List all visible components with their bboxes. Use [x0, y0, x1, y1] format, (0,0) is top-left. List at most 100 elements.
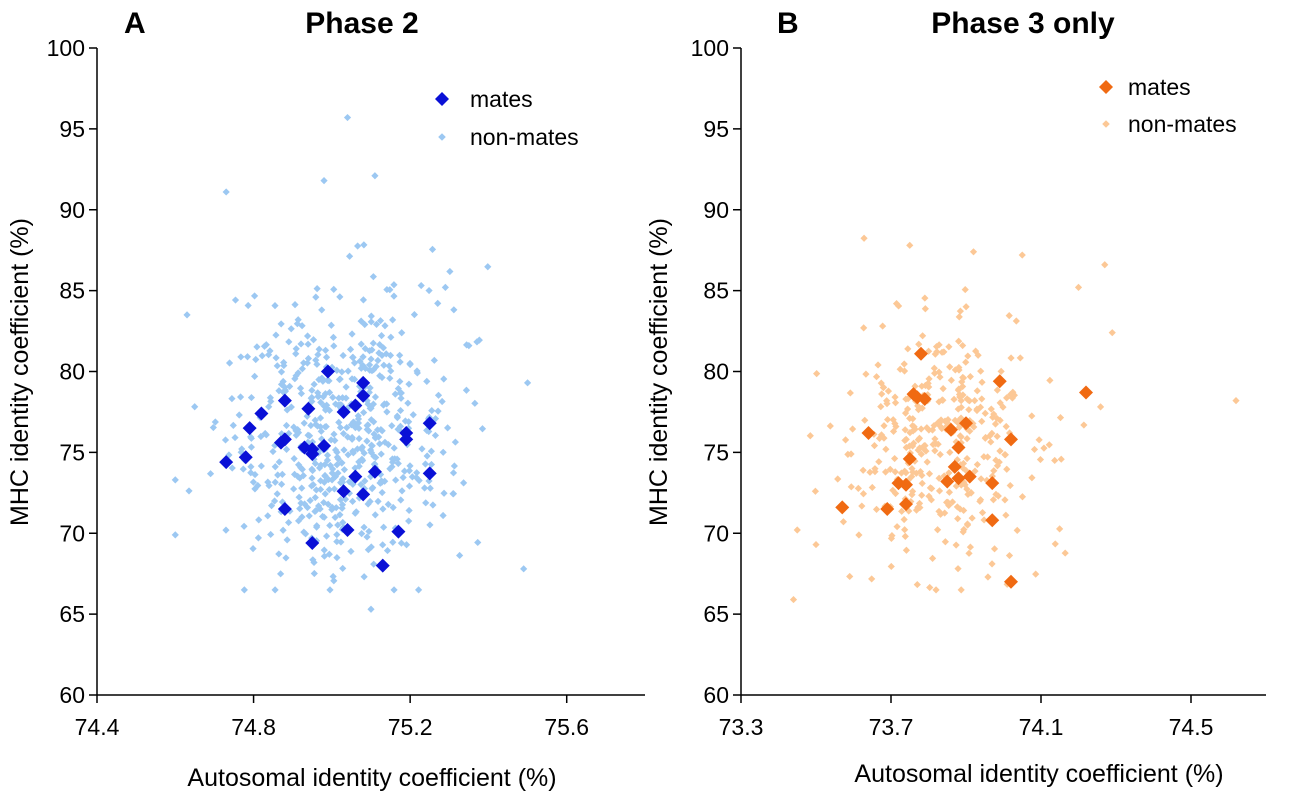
non-mate-point: [364, 421, 372, 429]
non-mate-point: [405, 506, 413, 515]
y-tick-label: 85: [59, 278, 85, 304]
non-mate-point: [901, 467, 909, 475]
non-mate-point: [944, 416, 952, 424]
non-mate-point: [989, 413, 997, 421]
non-mate-point: [952, 541, 960, 549]
non-mate-point: [868, 483, 876, 492]
non-mate-point: [326, 521, 334, 530]
non-mate-point: [887, 562, 895, 571]
non-mate-point: [908, 473, 916, 481]
non-mate-point: [277, 480, 286, 488]
non-mate-point: [327, 436, 335, 444]
non-mate-point: [338, 475, 346, 483]
mate-point: [951, 471, 966, 486]
non-mate-point: [895, 302, 903, 310]
non-mate-point: [314, 350, 322, 359]
non-mate-point: [318, 512, 327, 521]
non-mate-point: [875, 458, 883, 466]
non-mate-point: [375, 349, 383, 357]
non-mate-point: [471, 399, 479, 407]
non-mate-point: [300, 500, 309, 508]
y-tick-label: 95: [703, 116, 729, 142]
non-mate-point: [290, 485, 298, 493]
non-mate-point: [847, 450, 855, 458]
non-mate-point: [339, 564, 347, 573]
non-mate-point: [397, 496, 405, 504]
non-mate-point: [277, 320, 285, 328]
non-mate-point: [993, 432, 1001, 440]
mate-point: [985, 513, 1000, 528]
mate-point: [1004, 432, 1018, 447]
non-mate-point: [1009, 388, 1017, 396]
non-mate-point: [352, 422, 360, 430]
non-mate-point: [465, 342, 473, 350]
non-mate-point: [364, 546, 372, 554]
non-mate-point: [439, 448, 447, 456]
non-mate-point: [376, 317, 385, 325]
non-mate-point: [297, 389, 305, 398]
non-mate-point: [367, 441, 376, 449]
non-mate-point: [1096, 403, 1105, 411]
non-mate-point: [950, 395, 958, 403]
non-mate-point: [914, 402, 922, 410]
non-mate-point: [954, 405, 962, 413]
non-mate-point: [960, 506, 968, 515]
non-mate-point: [249, 545, 257, 553]
non-mate-point: [346, 345, 355, 353]
non-mate-point: [980, 516, 988, 524]
mate-point: [1004, 574, 1018, 589]
non-mate-point: [959, 341, 967, 350]
non-mate-point: [1008, 394, 1017, 402]
non-mate-point: [392, 476, 400, 484]
non-mate-point: [338, 459, 346, 467]
non-mate-point: [273, 490, 281, 498]
non-mate-point: [956, 393, 964, 401]
non-mate-point: [997, 367, 1005, 375]
non-mate-point: [981, 409, 989, 417]
non-mate-point: [1028, 474, 1036, 482]
non-mate-point: [891, 454, 899, 463]
non-mate-point: [932, 342, 941, 351]
non-mate-point: [900, 360, 908, 368]
non-mate-point: [311, 507, 319, 516]
non-mate-point: [298, 465, 306, 473]
non-mate-point: [789, 595, 798, 604]
non-mate-point: [893, 523, 901, 531]
non-mate-point: [889, 486, 897, 494]
non-mate-point: [887, 534, 896, 542]
non-mate-point: [206, 470, 215, 478]
non-mate-point: [294, 517, 303, 525]
mate-point: [277, 501, 292, 516]
non-mate-point: [334, 469, 342, 477]
x-axis-label: Autosomal identity coefficient (%): [854, 760, 1223, 788]
non-mate-point: [918, 479, 926, 487]
non-mate-point: [317, 461, 325, 469]
non-mate-point: [372, 362, 380, 371]
non-mate-point: [209, 423, 217, 432]
non-mate-point: [320, 177, 328, 185]
non-mate-point: [902, 443, 910, 452]
y-axis-label: MHC identity coefficient (%): [645, 218, 673, 526]
non-mate-point: [247, 443, 256, 451]
non-mate-point: [969, 248, 978, 256]
non-mate-point: [235, 411, 243, 419]
mate-point: [356, 375, 371, 390]
non-mate-point: [360, 523, 368, 531]
non-mate-point: [474, 538, 482, 547]
non-mate-point: [376, 440, 384, 448]
y-tick-label: 100: [47, 35, 85, 61]
non-mate-point: [378, 488, 386, 497]
non-mate-point: [995, 458, 1003, 466]
non-mate-point: [367, 318, 375, 326]
mate-point: [899, 497, 913, 512]
mate-point: [944, 422, 958, 437]
non-mate-point: [298, 513, 306, 521]
non-mate-point: [340, 466, 349, 474]
non-mate-point: [859, 466, 867, 474]
non-mate-point: [933, 348, 941, 356]
non-mate-point: [928, 484, 936, 493]
non-mate-point: [254, 534, 262, 542]
non-mate-point: [960, 478, 968, 486]
non-mate-point: [826, 422, 834, 430]
non-mate-point: [344, 367, 352, 375]
